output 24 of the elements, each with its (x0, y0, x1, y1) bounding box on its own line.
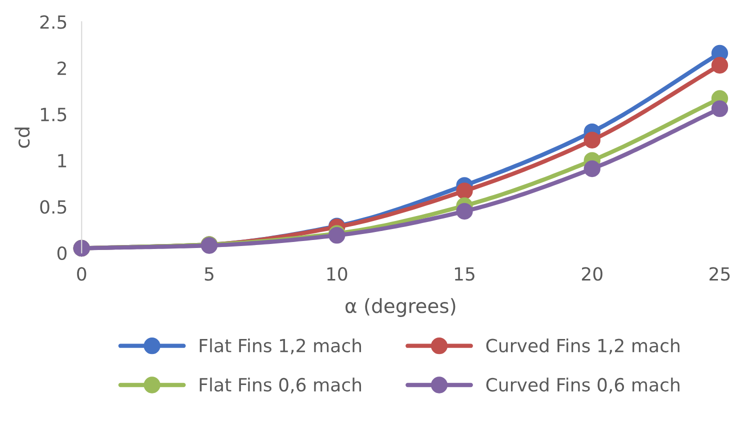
x-axis-title: α (degrees) (346, 298, 456, 317)
y-tick-label: 1 (58, 154, 66, 168)
point (584, 160, 600, 178)
y-axis-title: cd (14, 128, 30, 148)
x-tick-label: 10 (327, 267, 348, 281)
y-tick-label: 2.5 (40, 15, 66, 29)
x-tick-label: 20 (582, 267, 602, 281)
legend-label: Curved Fins 1,2 mach (486, 338, 680, 354)
point (711, 100, 728, 118)
y-tick-label: 0 (57, 246, 67, 260)
legend-label: Flat Fins 1,2 mach (200, 338, 361, 354)
x-tick-label: 25 (710, 267, 730, 281)
point (584, 132, 600, 148)
legend-label: Flat Fins 0,6 mach (200, 378, 361, 394)
x-tick-label: 15 (454, 267, 474, 281)
x-tick-label: 0 (77, 267, 86, 281)
point (456, 202, 473, 220)
y-tick-label: 0.5 (40, 200, 66, 214)
point (456, 182, 473, 200)
point (711, 56, 728, 74)
y-tick-label: 1.5 (41, 108, 66, 122)
legend-label: Curved Fins 0,6 mach (486, 378, 680, 394)
y-tick-label: 2 (58, 61, 66, 75)
x-tick-label: 5 (204, 267, 214, 281)
